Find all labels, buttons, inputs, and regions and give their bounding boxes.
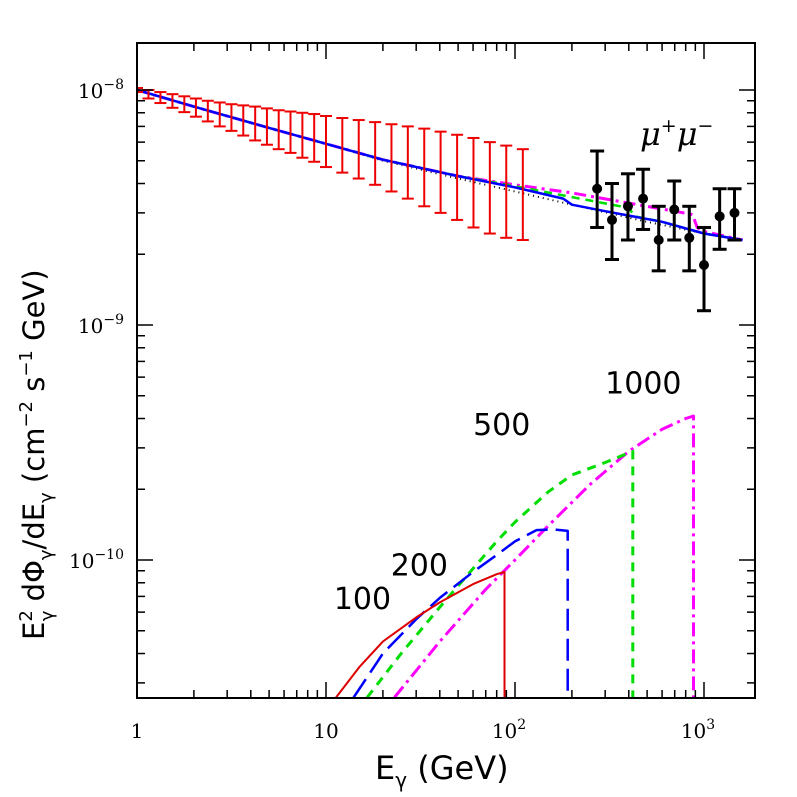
x-tick-labels: 1 10 102 103 bbox=[131, 717, 716, 743]
error-bar bbox=[385, 123, 398, 193]
y-tick-labels: 10−8 10−9 10−10 bbox=[69, 77, 124, 573]
error-bar bbox=[369, 121, 382, 186]
y-axis-title: E2γ dΦγ/dEγ (cm−2 s−1 GeV) bbox=[16, 269, 58, 640]
error-bar bbox=[352, 119, 365, 180]
data-point bbox=[667, 179, 682, 242]
data-point bbox=[620, 172, 635, 242]
error-bar bbox=[260, 107, 273, 146]
error-bar bbox=[451, 133, 464, 221]
error-bar bbox=[336, 117, 349, 174]
x-tick-label: 102 bbox=[492, 717, 526, 743]
error-bar bbox=[154, 91, 167, 105]
error-bar bbox=[500, 144, 513, 239]
data-point-marker bbox=[729, 207, 740, 218]
series-line-signal_1000 bbox=[393, 414, 695, 698]
x-axis-title: Eγ (GeV) bbox=[375, 749, 509, 792]
error-bar bbox=[284, 110, 297, 154]
data-point bbox=[697, 225, 711, 313]
error-bar bbox=[189, 97, 202, 118]
data-point-marker bbox=[653, 234, 664, 245]
data-point bbox=[727, 187, 742, 242]
data-point-marker bbox=[699, 260, 709, 271]
series-line-bg_plus_200 bbox=[137, 88, 743, 242]
error-bar bbox=[418, 127, 431, 208]
data-point bbox=[590, 149, 605, 229]
data-point-layer bbox=[590, 149, 742, 313]
error-bar bbox=[237, 104, 250, 137]
series-line-signal_100 bbox=[335, 570, 506, 698]
data-point-marker bbox=[669, 204, 680, 215]
x-tick-label: 1 bbox=[131, 719, 144, 743]
series-line-signal_200 bbox=[352, 528, 569, 698]
y-tick-label: 10−10 bbox=[69, 547, 124, 573]
error-bar bbox=[320, 115, 332, 169]
data-point-marker bbox=[622, 201, 633, 212]
data-point bbox=[682, 204, 697, 273]
channel-annotation: μ+μ− bbox=[640, 115, 713, 153]
data-point-marker bbox=[592, 183, 603, 194]
x-tick-label: 103 bbox=[681, 717, 715, 743]
error-bar bbox=[483, 141, 496, 235]
data-point bbox=[651, 204, 666, 273]
error-bar bbox=[213, 101, 226, 128]
error-bar bbox=[308, 113, 321, 163]
tick-layer bbox=[136, 43, 755, 698]
x-tick-label: 10 bbox=[313, 719, 338, 743]
data-point bbox=[712, 187, 727, 251]
error-bar bbox=[166, 93, 179, 109]
error-bar bbox=[178, 95, 191, 114]
data-point bbox=[636, 167, 651, 231]
error-bar-layer bbox=[137, 86, 529, 241]
data-point-marker bbox=[638, 193, 649, 204]
error-bar bbox=[249, 105, 262, 142]
data-point-marker bbox=[606, 214, 617, 225]
chart-plot-layer bbox=[137, 86, 743, 698]
data-point bbox=[604, 182, 619, 261]
series-line-signal_500 bbox=[365, 449, 635, 698]
curve-label-1000: 1000 bbox=[605, 367, 681, 402]
error-bar bbox=[516, 148, 529, 241]
error-bar bbox=[401, 125, 414, 200]
y-tick-label: 10−9 bbox=[78, 312, 124, 338]
error-bar bbox=[225, 103, 238, 132]
data-point-marker bbox=[684, 232, 695, 243]
y-tick-label: 10−8 bbox=[78, 77, 124, 103]
series-line-bg_plus_1000 bbox=[137, 88, 743, 242]
series-layer bbox=[137, 88, 743, 698]
data-point-marker bbox=[714, 211, 725, 222]
error-bar bbox=[272, 109, 285, 151]
curve-label-100: 100 bbox=[334, 582, 391, 617]
error-bar bbox=[201, 99, 214, 123]
error-bar bbox=[434, 130, 447, 214]
curve-label-500: 500 bbox=[473, 408, 530, 443]
error-bar bbox=[467, 136, 480, 229]
error-bar bbox=[296, 111, 309, 159]
curve-label-200: 200 bbox=[391, 548, 448, 583]
plot-frame bbox=[136, 42, 756, 699]
error-bar bbox=[137, 86, 143, 94]
